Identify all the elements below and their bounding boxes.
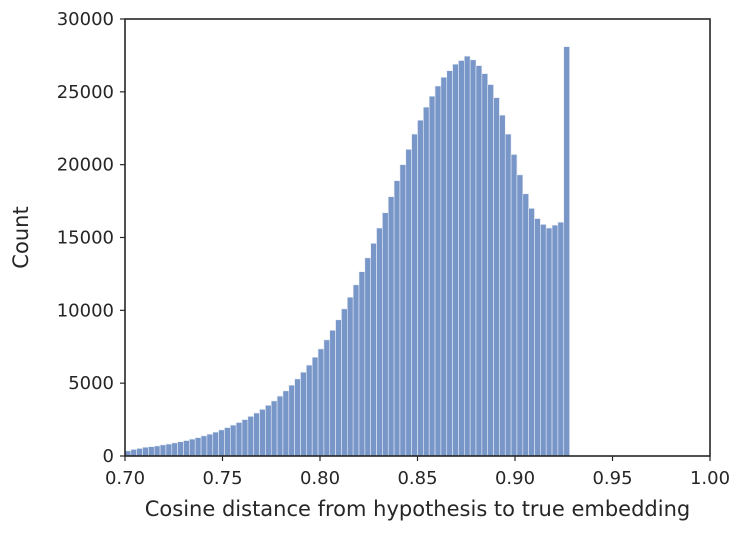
histogram-bar [300, 371, 307, 457]
histogram-bar [288, 384, 295, 457]
histogram-bar [265, 405, 272, 457]
histogram-bar [510, 154, 518, 457]
histogram-bar [235, 422, 243, 457]
x-tick-label: 1.00 [690, 468, 730, 489]
histogram-bar [487, 84, 494, 457]
histogram-bar [358, 271, 366, 457]
histogram-bar [153, 445, 161, 457]
histogram-bar [329, 329, 336, 457]
histogram-bar [516, 174, 524, 457]
histogram-bar [130, 449, 138, 457]
histogram-bar [563, 46, 570, 457]
y-tick-label: 20000 [57, 155, 114, 176]
histogram-bar [475, 65, 483, 457]
y-tick-label: 5000 [68, 373, 114, 394]
histogram-bar [504, 133, 512, 457]
histogram-bar [534, 218, 541, 457]
histogram-bar [557, 221, 565, 457]
histogram-bar [306, 364, 313, 457]
histogram-bar [545, 227, 553, 457]
y-tick-label: 10000 [57, 300, 114, 321]
histogram-bar [364, 257, 372, 457]
histogram-bar [218, 429, 225, 457]
histogram-bar [311, 356, 319, 457]
histogram-bar [376, 227, 383, 457]
histogram-bar [189, 438, 196, 457]
y-tick-label: 25000 [57, 82, 114, 103]
x-tick-label: 0.80 [300, 468, 340, 489]
histogram-bar [393, 180, 401, 457]
x-tick-label: 0.70 [105, 468, 145, 489]
histogram-bar [294, 378, 301, 457]
histogram-bar [282, 390, 290, 457]
x-tick-label: 0.90 [495, 468, 535, 489]
histogram-bar [452, 63, 459, 457]
histogram-bar [499, 114, 506, 457]
histogram-bar [493, 97, 500, 457]
histogram-bar [417, 119, 424, 457]
histogram-bar [540, 224, 547, 457]
histogram-bars [124, 46, 570, 457]
histogram-bar [194, 437, 202, 457]
histogram-bar [335, 319, 342, 457]
plot-frame [124, 18, 711, 457]
histogram-bar [276, 395, 284, 457]
x-tick-label: 0.75 [202, 468, 242, 489]
histogram-bar [528, 208, 535, 457]
histogram-bar [440, 76, 448, 457]
histogram-bar [165, 443, 173, 457]
histogram-bar [411, 133, 418, 457]
y-tick-label: 0 [103, 446, 114, 467]
histogram-bar [142, 446, 149, 457]
histogram-bar [399, 164, 407, 457]
histogram-bar [270, 400, 278, 457]
histogram-bar [206, 433, 214, 457]
histogram-bar [346, 296, 354, 457]
x-tick-label: 0.95 [592, 468, 632, 489]
histogram-bar [224, 427, 231, 457]
histogram-bar [469, 59, 477, 457]
y-axis-label: Count [9, 206, 33, 268]
histogram-bar [148, 446, 155, 457]
histogram-bar [352, 284, 360, 457]
histogram-bar [463, 55, 471, 457]
histogram-bar [446, 70, 453, 457]
histogram-bar [522, 193, 529, 457]
histogram-bar [230, 424, 237, 457]
histogram-bar [259, 409, 266, 457]
histogram-bar [247, 416, 255, 457]
histogram-bar [159, 444, 167, 457]
histogram-bar [428, 95, 436, 457]
histogram-bar [434, 85, 442, 457]
histogram-bar [171, 442, 178, 457]
histogram-bar [370, 243, 377, 457]
histogram-bar [423, 106, 430, 457]
histogram-bar [387, 196, 395, 457]
x-axis-label: Cosine distance from hypothesis to true … [145, 497, 690, 521]
histogram-bar [241, 419, 249, 457]
histogram-bar [177, 441, 184, 457]
y-tick-label: 30000 [57, 9, 114, 30]
histogram-bar [323, 339, 331, 457]
histogram-bar [317, 348, 325, 457]
y-tick-label: 15000 [57, 228, 114, 249]
histogram-bar [341, 308, 348, 457]
histogram-bar [212, 431, 219, 457]
histogram-bar [183, 440, 190, 457]
histogram-bar [551, 224, 559, 457]
histogram-bar [253, 412, 260, 457]
histogram-bar [481, 73, 489, 457]
histogram-bar [405, 149, 412, 457]
x-tick-label: 0.85 [397, 468, 437, 489]
histogram-bar [200, 435, 208, 457]
axis-ticks: 0.70 0.75 0.80 0.85 0.90 0.95 1.00 0 5000 10000 15… [57, 9, 730, 489]
histogram-bar [382, 212, 389, 457]
histogram-bar [136, 448, 143, 457]
histogram-bar [458, 60, 465, 457]
